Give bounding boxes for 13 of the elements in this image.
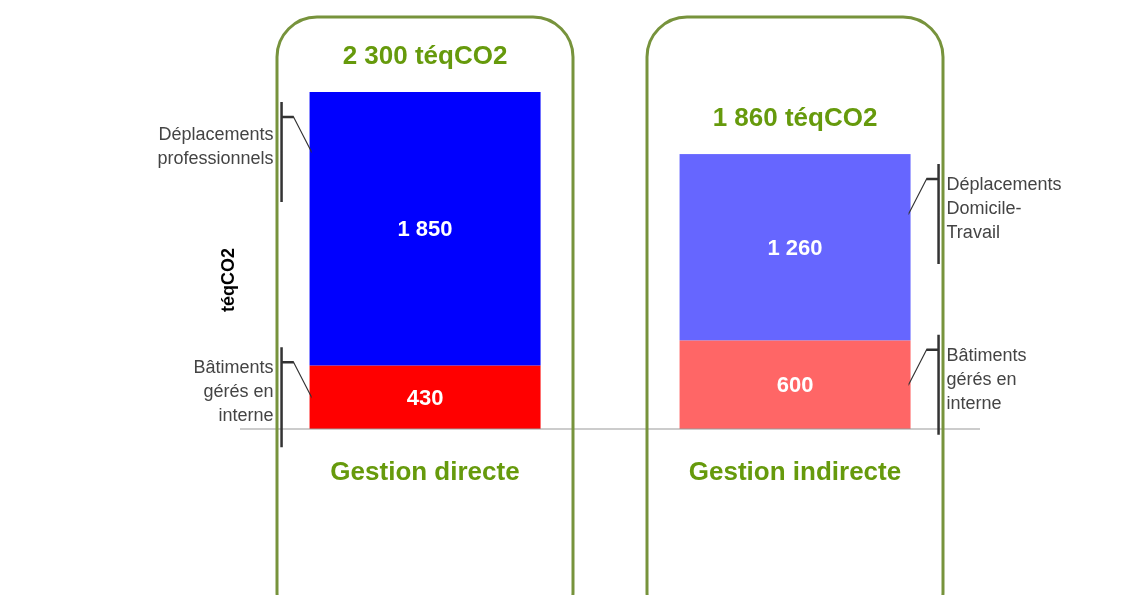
series-label: Déplacements professionnels	[157, 124, 274, 168]
y-axis-title: téqCO2	[218, 247, 238, 313]
series-label: Bâtiments gérés en interne	[946, 344, 1027, 413]
data-label: 600	[776, 372, 814, 398]
total-label: 1 860 téqCO2	[712, 102, 878, 133]
series-label: Déplacements Domicile-Travail	[946, 174, 1062, 243]
data-label: 1 850	[397, 216, 453, 242]
x-tick-label: Gestion directe	[330, 456, 520, 487]
total-label: 2 300 téqCO2	[342, 40, 508, 70]
data-label: 1 260	[767, 234, 823, 260]
series-label: Bâtiments gérés en interne	[193, 357, 274, 426]
data-label: 430	[406, 384, 444, 410]
x-tick-label: Gestion indirecte	[688, 456, 902, 487]
